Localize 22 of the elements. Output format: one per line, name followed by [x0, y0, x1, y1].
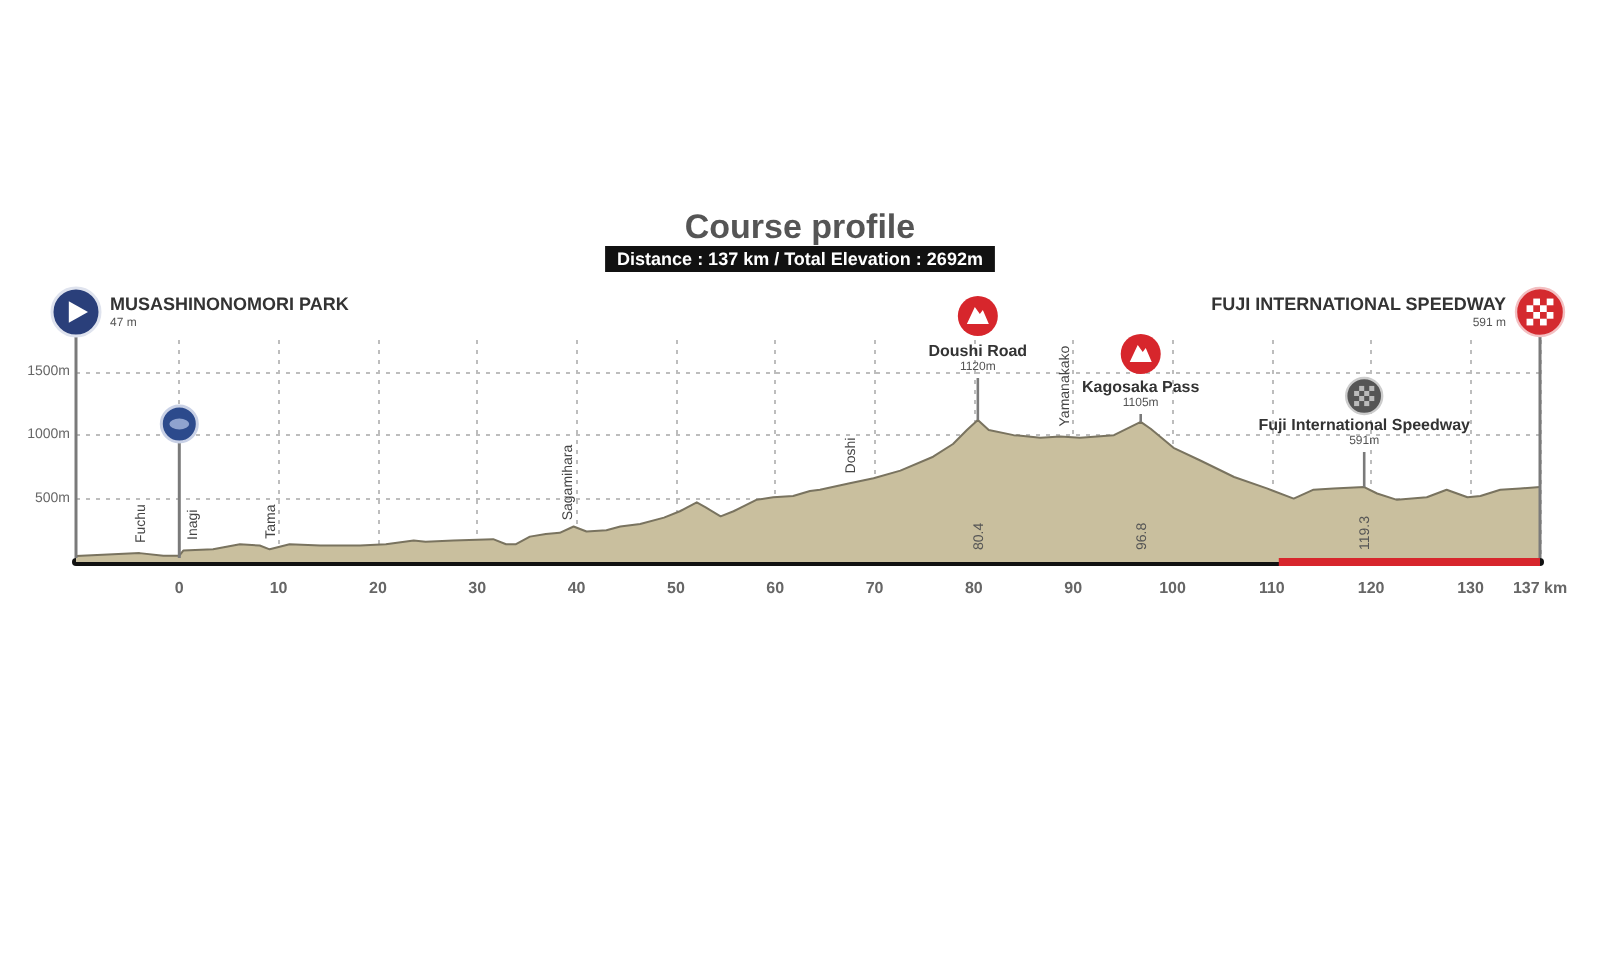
x-tick-label: 70 [865, 579, 885, 597]
x-tick-label: 120 [1357, 579, 1386, 597]
text: FUJI INTERNATIONAL SPEEDWAY [1211, 294, 1506, 314]
chart-title: Course profile [684, 208, 916, 246]
x-tick-label: 50 [667, 579, 686, 597]
chart-subtitle: Distance : 137 km / Total Elevation : 2692m [617, 249, 983, 269]
annotation: Kagosaka Pass [1082, 378, 1201, 396]
x-tick-label: 90 [1064, 579, 1084, 597]
x-tick-label: 10 [269, 579, 289, 597]
x-tick-label: 137 km [1512, 579, 1568, 597]
x-tick-label: 80 [964, 579, 984, 597]
annotation: Doushi Road [928, 342, 1028, 360]
x-tick-label: 100 [1159, 579, 1187, 597]
x-tick-label: 60 [766, 579, 786, 597]
x-tick-label: 0 [174, 579, 185, 597]
text: MUSASHINONOMORI PARK [110, 294, 350, 314]
x-tick-label: 20 [369, 579, 388, 597]
x-tick-label: 30 [468, 579, 488, 597]
x-tick-label: 130 [1457, 579, 1485, 597]
x-tick-label: 110 [1258, 579, 1286, 597]
x-tick-label: 40 [567, 579, 587, 597]
annotation: Fuji International Speedway [1258, 416, 1472, 434]
